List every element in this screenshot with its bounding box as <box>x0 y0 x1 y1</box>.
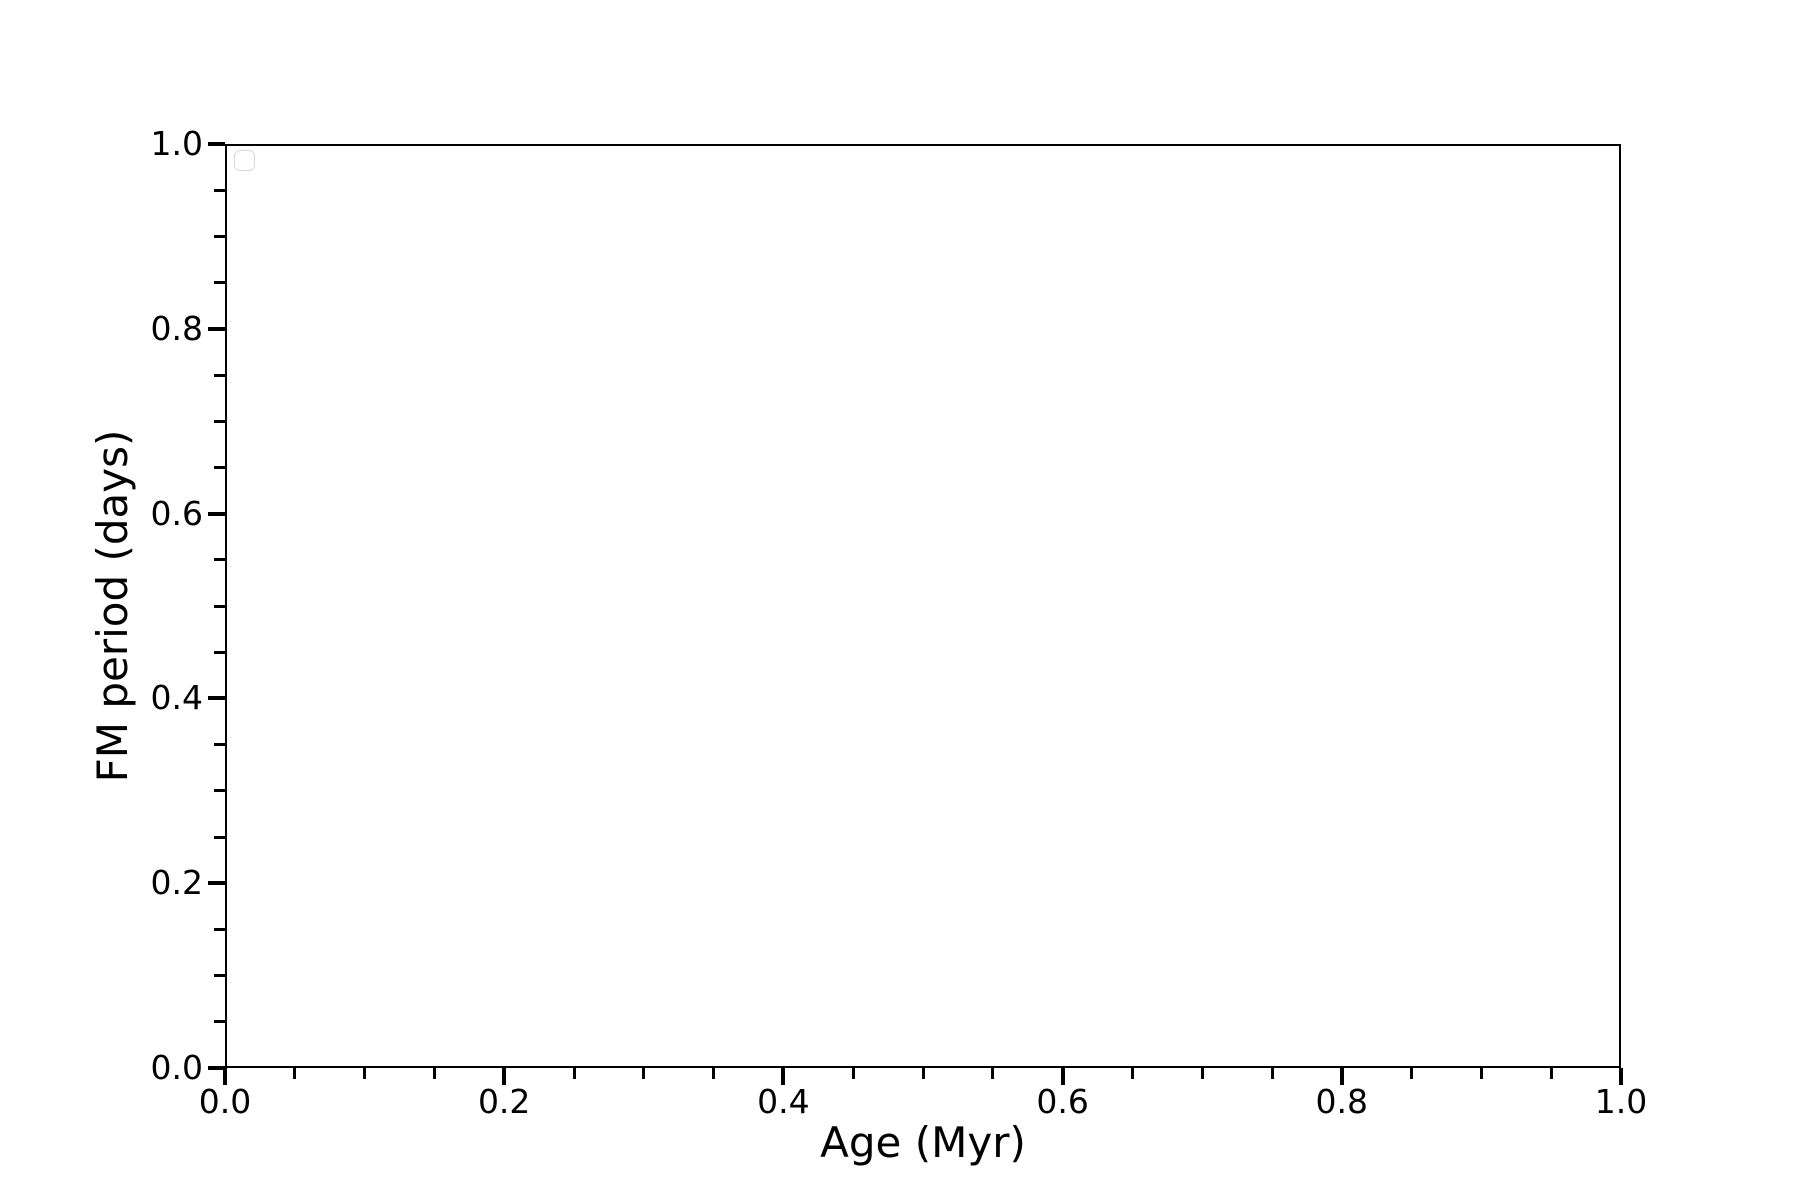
y-axis-label: FM period (days) <box>88 429 137 783</box>
x-minor-tick <box>572 1068 576 1079</box>
x-major-tick <box>1060 1068 1065 1085</box>
x-tick-label: 0.4 <box>757 1082 810 1121</box>
x-minor-tick <box>1410 1068 1414 1079</box>
y-minor-tick <box>214 558 225 562</box>
y-minor-tick <box>214 974 225 978</box>
x-minor-tick <box>1270 1068 1274 1079</box>
x-tick-label: 0.8 <box>1315 1082 1369 1121</box>
y-major-tick <box>208 696 225 701</box>
y-minor-tick <box>214 234 225 238</box>
x-major-tick <box>223 1068 227 1085</box>
y-tick-label: 0.6 <box>150 493 203 533</box>
x-axis-label: Age (Myr) <box>820 1118 1026 1167</box>
y-minor-tick <box>214 650 225 654</box>
x-minor-tick <box>851 1068 855 1079</box>
y-tick-label: 0.2 <box>150 863 203 903</box>
y-tick-label: 1.0 <box>150 124 203 163</box>
y-minor-tick <box>214 743 225 747</box>
x-minor-tick <box>712 1068 716 1079</box>
x-major-tick <box>1339 1068 1344 1085</box>
x-minor-tick <box>1130 1068 1134 1079</box>
x-major-tick <box>502 1068 507 1085</box>
y-minor-tick <box>214 188 225 192</box>
y-minor-tick <box>214 1020 225 1024</box>
y-minor-tick <box>214 927 225 931</box>
x-minor-tick <box>1549 1068 1553 1079</box>
y-major-tick <box>208 326 225 331</box>
y-minor-tick <box>214 835 225 839</box>
y-major-tick <box>208 1066 225 1070</box>
y-major-tick <box>208 511 225 516</box>
y-minor-tick <box>214 419 225 423</box>
x-tick-label: 0.0 <box>198 1082 252 1121</box>
x-minor-tick <box>1479 1068 1483 1079</box>
y-minor-tick <box>214 465 225 469</box>
y-major-tick <box>208 881 225 886</box>
y-tick-label: 0.0 <box>150 1048 203 1087</box>
x-tick-label: 0.6 <box>1036 1082 1089 1121</box>
legend-box <box>234 150 255 171</box>
x-tick-label: 0.2 <box>477 1082 531 1121</box>
y-minor-tick <box>214 604 225 608</box>
y-major-tick <box>208 142 225 146</box>
x-major-tick <box>781 1068 786 1085</box>
x-minor-tick <box>991 1068 995 1079</box>
y-minor-tick <box>214 373 225 377</box>
y-tick-label: 0.8 <box>150 308 203 348</box>
x-tick-label: 1.0 <box>1594 1082 1648 1121</box>
y-tick-label: 0.4 <box>150 678 203 718</box>
x-minor-tick <box>293 1068 297 1079</box>
y-minor-tick <box>214 789 225 793</box>
plot-area <box>225 144 1621 1068</box>
x-minor-tick <box>1200 1068 1204 1079</box>
x-minor-tick <box>921 1068 925 1079</box>
x-minor-tick <box>642 1068 646 1079</box>
x-minor-tick <box>363 1068 367 1079</box>
y-minor-tick <box>214 281 225 285</box>
x-minor-tick <box>432 1068 436 1079</box>
x-major-tick <box>1619 1068 1623 1085</box>
